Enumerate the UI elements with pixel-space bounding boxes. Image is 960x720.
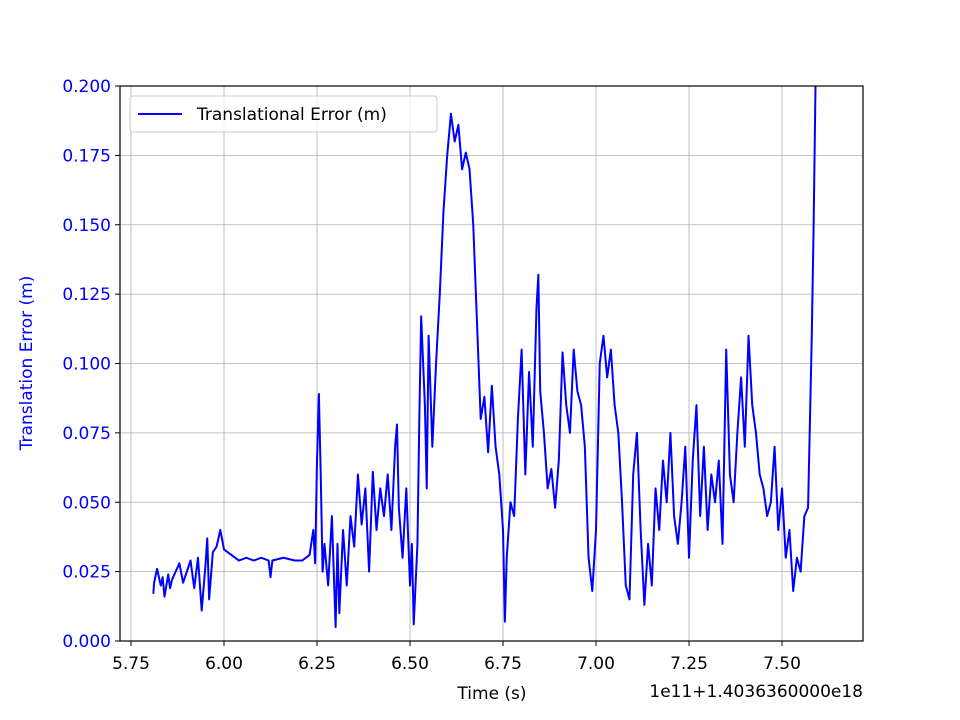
x-tick-label: 6.50 <box>391 654 429 674</box>
x-tick-label: 7.25 <box>670 654 708 674</box>
x-tick-label: 7.00 <box>577 654 615 674</box>
x-axis-label: Time (s) <box>456 684 526 704</box>
x-tick-label: 6.00 <box>205 654 243 674</box>
y-tick-label: 0.075 <box>62 424 111 444</box>
x-tick-label: 6.75 <box>484 654 522 674</box>
y-tick-label: 0.175 <box>62 146 111 166</box>
y-tick-label: 0.125 <box>62 285 111 305</box>
plot-area <box>152 86 817 629</box>
y-tick-label: 0.200 <box>62 77 111 97</box>
x-tick-label: 5.75 <box>112 654 150 674</box>
ticks: 5.75 6.00 6.25 6.50 6.75 7.00 7.25 7.50 0.000 0.0… <box>62 77 801 674</box>
y-tick-label: 0.000 <box>62 632 111 652</box>
x-tick-label: 7.50 <box>763 654 801 674</box>
y-tick-label: 0.100 <box>62 355 111 375</box>
x-offset-label: 1e11+1.4036360000e18 <box>649 682 863 702</box>
y-tick-label: 0.150 <box>62 216 111 236</box>
y-axis-label: Translation Error (m) <box>17 276 37 452</box>
data-line <box>152 86 817 629</box>
y-tick-label: 0.025 <box>62 563 111 583</box>
legend: Translational Error (m) <box>129 95 438 133</box>
y-tick-label: 0.050 <box>62 493 111 513</box>
legend-label: Translational Error (m) <box>196 105 387 125</box>
legend-box <box>129 95 438 133</box>
grid <box>120 85 863 642</box>
x-tick-label: 6.25 <box>298 654 336 674</box>
